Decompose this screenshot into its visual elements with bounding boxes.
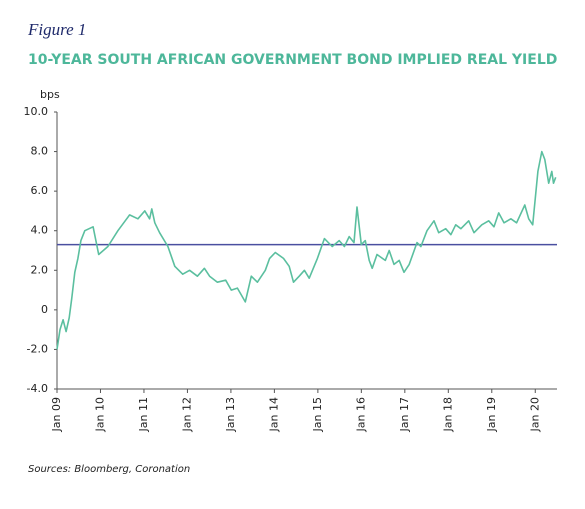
y-tick-label: 2.0 <box>31 263 49 276</box>
x-tick-label: Jan 14 <box>267 397 280 432</box>
x-tick-label: Jan 09 <box>50 397 63 432</box>
y-tick-label: 0 <box>41 303 48 316</box>
figure-label: Figure 1 <box>27 20 86 39</box>
y-tick-label: 6.0 <box>31 184 49 197</box>
source: Sources: Bloomberg, Coronation <box>28 464 190 475</box>
y-tick-label: 4.0 <box>31 224 49 237</box>
y-tick-label: 8.0 <box>31 145 49 158</box>
x-tick-label: Jan 13 <box>224 397 237 432</box>
x-tick-label: Jan 19 <box>485 397 498 432</box>
x-tick-label: Jan 10 <box>93 397 106 432</box>
x-tick-label: Jan 16 <box>354 397 367 432</box>
y-tick-label: 10.0 <box>24 105 49 118</box>
x-tick-label: Jan 11 <box>137 397 150 432</box>
y-axis-label: bps <box>40 88 60 101</box>
y-tick-label: -4.0 <box>27 382 48 395</box>
chart-title: 10-YEAR SOUTH AFRICAN GOVERNMENT BOND IM… <box>28 52 557 68</box>
series-line <box>56 150 557 350</box>
x-tick-label: Jan 20 <box>528 397 541 432</box>
x-tick-label: Jan 18 <box>441 397 454 432</box>
x-tick-label: Jan 17 <box>398 397 411 432</box>
y-tick-label: -2.0 <box>27 342 48 355</box>
x-tick-label: Jan 12 <box>180 397 193 432</box>
x-tick-label: Jan 15 <box>311 397 324 432</box>
